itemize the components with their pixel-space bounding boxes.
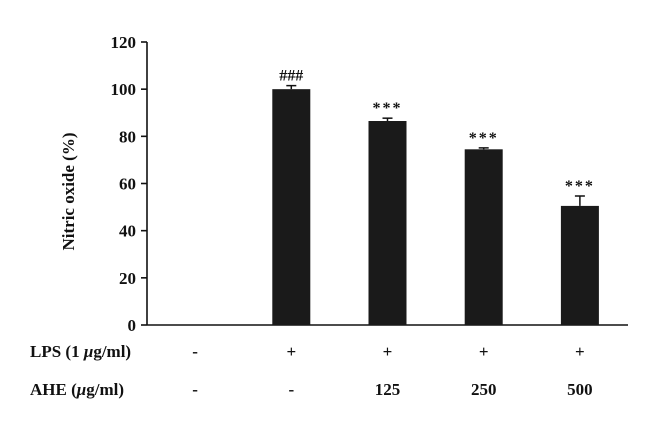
condition-value: - [192, 380, 198, 399]
significance-label: *** [565, 178, 595, 195]
y-tick-label: 120 [111, 33, 137, 52]
y-tick-label: 0 [128, 316, 137, 335]
y-axis-title: Nitric oxide (%) [59, 132, 78, 250]
bar [560, 205, 599, 325]
bar [272, 89, 311, 326]
condition-row-label: LPS (1 μg/ml) [30, 342, 131, 361]
condition-value: - [288, 380, 294, 399]
significance-label: *** [469, 130, 499, 147]
condition-value: 250 [471, 380, 497, 399]
significance-label: ### [279, 68, 303, 85]
bar [464, 149, 503, 325]
y-tick-label: 80 [119, 127, 136, 146]
bar [368, 121, 407, 325]
treatment-conditions: LPS (1 μg/ml) - + + + + AHE (μg/ml) - - 125 250 500 [30, 342, 593, 399]
condition-value: + [479, 342, 489, 361]
condition-row-label: AHE (μg/ml) [30, 380, 124, 399]
y-axis: 0 20 40 60 80 100 120 Nitric oxide (%) [59, 33, 628, 335]
y-tick-label: 40 [119, 222, 136, 241]
condition-value: 500 [567, 380, 593, 399]
condition-value: + [286, 342, 296, 361]
condition-value: + [383, 342, 393, 361]
significance-label: *** [373, 100, 403, 117]
condition-value: + [575, 342, 585, 361]
y-tick-label: 20 [119, 269, 136, 288]
bar-annotations: ### *** *** *** [279, 68, 595, 195]
bars [272, 84, 599, 326]
condition-value: - [192, 342, 198, 361]
condition-value: 125 [375, 380, 401, 399]
y-tick-label: 60 [119, 175, 136, 194]
y-tick-label: 100 [111, 80, 137, 99]
